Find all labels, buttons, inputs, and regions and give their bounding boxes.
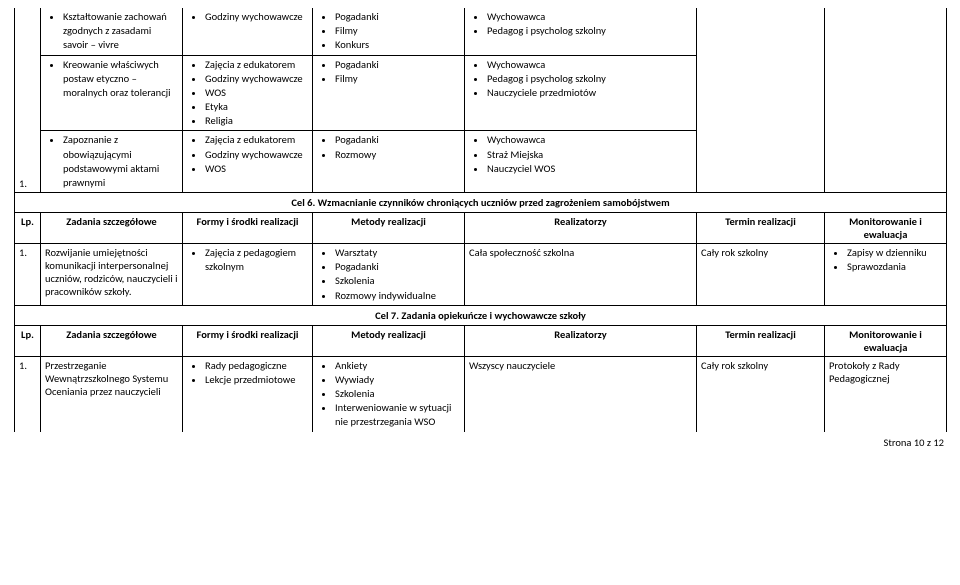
list-item: Religia bbox=[205, 114, 308, 128]
list-item: Nauczyciel WOS bbox=[487, 162, 692, 176]
section-title-row: Cel 6. Wzmacnianie czynników chroniących… bbox=[15, 193, 947, 213]
zadania-cell: Zapoznanie z obowiązującymi podstawowymi… bbox=[41, 131, 183, 193]
page-number: Strona 10 z 12 bbox=[14, 432, 946, 449]
cel7-title: Cel 7. Zadania opiekuńcze i wychowawcze … bbox=[15, 305, 947, 325]
list-item: Godziny wychowawcze bbox=[205, 10, 308, 24]
cel6-title: Cel 6. Wzmacnianie czynników chroniących… bbox=[15, 193, 947, 213]
col-zadania: Zadania szczegółowe bbox=[41, 325, 183, 356]
list-item: Zajęcia z edukatorem bbox=[205, 133, 308, 147]
zadania-cell: Rozwijanie umiejętności komunikacji inte… bbox=[41, 244, 183, 306]
list-item: Pogadanki bbox=[335, 260, 460, 274]
col-realizatorzy: Realizatorzy bbox=[465, 213, 697, 244]
header-row: Lp. Zadania szczegółowe Formy i środki r… bbox=[15, 213, 947, 244]
list-item: Wywiady bbox=[335, 373, 460, 387]
list-item: Pogadanki bbox=[335, 133, 460, 147]
realizatorzy-cell: Wychowawca Pedagog i psycholog szkolny N… bbox=[465, 55, 697, 131]
col-formy: Formy i środki realizacji bbox=[183, 325, 313, 356]
metody-cell: Pogadanki Filmy Konkurs bbox=[313, 8, 465, 55]
lp-cell: 1. bbox=[15, 8, 41, 193]
realizatorzy-cell: Wszyscy nauczyciele bbox=[465, 356, 697, 431]
metody-cell: Warsztaty Pogadanki Szkolenia Rozmowy in… bbox=[313, 244, 465, 306]
list-item: Straż Miejska bbox=[487, 148, 692, 162]
list-item: Zajęcia z pedagogiem szkolnym bbox=[205, 246, 308, 274]
list-item: Kreowanie właściwych postaw etyczno – mo… bbox=[63, 58, 178, 101]
zadania-cell: Przestrzeganie Wewnątrzszkolnego Systemu… bbox=[41, 356, 183, 431]
metody-cell: Pogadanki Rozmowy bbox=[313, 131, 465, 193]
formy-cell: Zajęcia z edukatorem Godziny wychowawcze… bbox=[183, 131, 313, 193]
metody-cell: Ankiety Wywiady Szkolenia Interweniowani… bbox=[313, 356, 465, 431]
list-item: Ankiety bbox=[335, 359, 460, 373]
lp-cell: 1. bbox=[15, 244, 41, 306]
col-metody: Metody realizacji bbox=[313, 325, 465, 356]
header-row: Lp. Zadania szczegółowe Formy i środki r… bbox=[15, 325, 947, 356]
monit-cell: Protokoły z Rady Pedagogicznej bbox=[825, 356, 947, 431]
list-item: Warsztaty bbox=[335, 246, 460, 260]
realizatorzy-cell: Wychowawca Pedagog i psycholog szkolny bbox=[465, 8, 697, 55]
lp-value: 1. bbox=[19, 177, 27, 190]
list-item: Godziny wychowawcze bbox=[205, 72, 308, 86]
list-item: Konkurs bbox=[335, 38, 460, 52]
col-metody: Metody realizacji bbox=[313, 213, 465, 244]
list-item: Zapoznanie z obowiązującymi podstawowymi… bbox=[63, 133, 178, 190]
list-item: Rozmowy bbox=[335, 148, 460, 162]
list-item: Filmy bbox=[335, 24, 460, 38]
termin-cell bbox=[697, 8, 825, 193]
formy-cell: Godziny wychowawcze bbox=[183, 8, 313, 55]
metody-cell: Pogadanki Filmy bbox=[313, 55, 465, 131]
formy-cell: Zajęcia z edukatorem Godziny wychowawcze… bbox=[183, 55, 313, 131]
col-monit: Monitorowanie i ewaluacja bbox=[825, 325, 947, 356]
list-item: Zapisy w dzienniku bbox=[847, 246, 942, 260]
col-realizatorzy: Realizatorzy bbox=[465, 325, 697, 356]
list-item: Interweniowanie w sytuacji nie przestrze… bbox=[335, 401, 460, 429]
list-item: WOS bbox=[205, 86, 308, 100]
list-item: Etyka bbox=[205, 100, 308, 114]
list-item: Nauczyciele przedmiotów bbox=[487, 86, 692, 100]
col-formy: Formy i środki realizacji bbox=[183, 213, 313, 244]
formy-cell: Zajęcia z pedagogiem szkolnym bbox=[183, 244, 313, 306]
list-item: Szkolenia bbox=[335, 387, 460, 401]
list-item: WOS bbox=[205, 162, 308, 176]
col-termin: Termin realizacji bbox=[697, 213, 825, 244]
col-termin: Termin realizacji bbox=[697, 325, 825, 356]
list-item: Filmy bbox=[335, 72, 460, 86]
list-item: Godziny wychowawcze bbox=[205, 148, 308, 162]
termin-cell: Cały rok szkolny bbox=[697, 244, 825, 306]
section-title-row: Cel 7. Zadania opiekuńcze i wychowawcze … bbox=[15, 305, 947, 325]
realizatorzy-cell: Wychowawca Straż Miejska Nauczyciel WOS bbox=[465, 131, 697, 193]
list-item: Pedagog i psycholog szkolny bbox=[487, 72, 692, 86]
list-item: Wychowawca bbox=[487, 133, 692, 147]
termin-cell: Cały rok szkolny bbox=[697, 356, 825, 431]
table-row: 1. Przestrzeganie Wewnątrzszkolnego Syst… bbox=[15, 356, 947, 431]
col-lp: Lp. bbox=[15, 325, 41, 356]
col-monit: Monitorowanie i ewaluacja bbox=[825, 213, 947, 244]
list-item: Lekcje przedmiotowe bbox=[205, 373, 308, 387]
list-item: Sprawozdania bbox=[847, 260, 942, 274]
list-item: Wychowawca bbox=[487, 10, 692, 24]
lp-cell: 1. bbox=[15, 356, 41, 431]
monit-cell bbox=[825, 8, 947, 193]
list-item: Zajęcia z edukatorem bbox=[205, 58, 308, 72]
plan-table: 1. Kształtowanie zachowań zgodnych z zas… bbox=[14, 8, 947, 432]
formy-cell: Rady pedagogiczne Lekcje przedmiotowe bbox=[183, 356, 313, 431]
table-row: 1. Rozwijanie umiejętności komunikacji i… bbox=[15, 244, 947, 306]
col-zadania: Zadania szczegółowe bbox=[41, 213, 183, 244]
table-row: 1. Kształtowanie zachowań zgodnych z zas… bbox=[15, 8, 947, 55]
list-item: Rozmowy indywidualne bbox=[335, 289, 460, 303]
zadania-cell: Kształtowanie zachowań zgodnych z zasada… bbox=[41, 8, 183, 55]
list-item: Pogadanki bbox=[335, 10, 460, 24]
list-item: Wychowawca bbox=[487, 58, 692, 72]
list-item: Rady pedagogiczne bbox=[205, 359, 308, 373]
col-lp: Lp. bbox=[15, 213, 41, 244]
monit-cell: Zapisy w dzienniku Sprawozdania bbox=[825, 244, 947, 306]
list-item: Szkolenia bbox=[335, 274, 460, 288]
list-item: Pedagog i psycholog szkolny bbox=[487, 24, 692, 38]
list-item: Kształtowanie zachowań zgodnych z zasada… bbox=[63, 10, 178, 53]
zadania-cell: Kreowanie właściwych postaw etyczno – mo… bbox=[41, 55, 183, 131]
realizatorzy-cell: Cała społeczność szkolna bbox=[465, 244, 697, 306]
list-item: Pogadanki bbox=[335, 58, 460, 72]
